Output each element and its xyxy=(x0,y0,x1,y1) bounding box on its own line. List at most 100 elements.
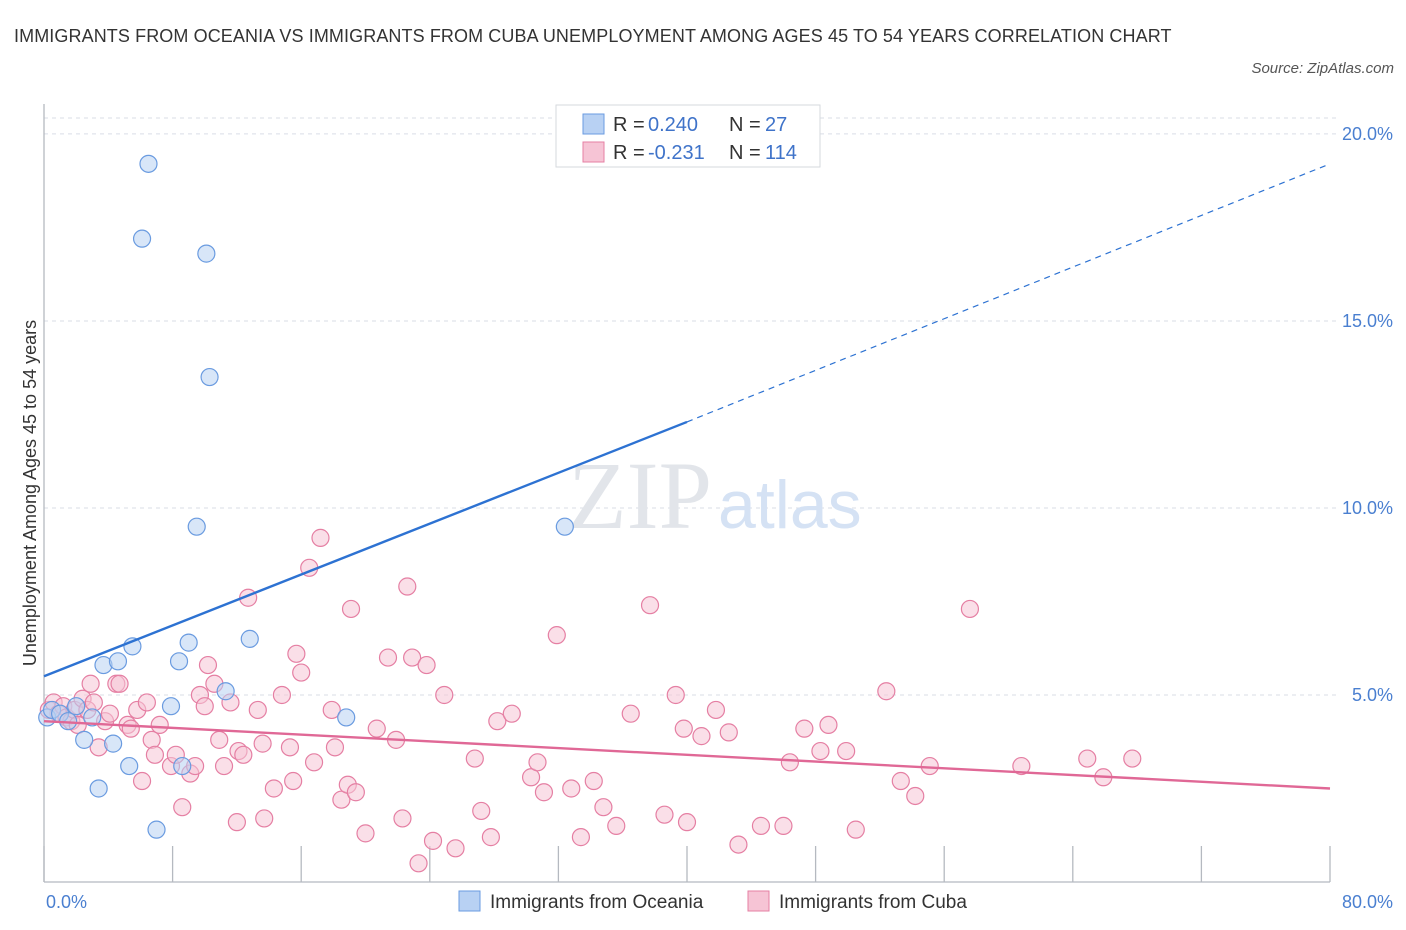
cuba-point xyxy=(1123,749,1142,768)
cuba-point xyxy=(110,674,129,693)
oceania-legend-swatch xyxy=(582,113,605,135)
cuba-point xyxy=(210,730,229,749)
cuba-point xyxy=(502,704,521,723)
oceania-point xyxy=(132,229,152,248)
cuba-point xyxy=(751,816,771,835)
cuba-trend-line xyxy=(43,719,1331,790)
cuba-point xyxy=(465,749,484,768)
cuba-point xyxy=(214,756,234,776)
cuba-point xyxy=(521,768,541,787)
cuba-point xyxy=(481,828,500,847)
oceania-point xyxy=(173,756,192,776)
legend-r-value: 0.240 xyxy=(648,114,698,136)
cuba-point xyxy=(311,528,330,547)
trend-lines xyxy=(43,163,1331,790)
oceania-point xyxy=(200,367,219,387)
cuba-point xyxy=(264,779,283,798)
legend-r-label: R = xyxy=(613,142,645,164)
cuba-point xyxy=(198,655,218,675)
cuba-point xyxy=(132,771,152,791)
watermark: ZIP atlas xyxy=(568,442,862,549)
watermark-atlas: atlas xyxy=(718,467,862,543)
y-tick-label: 20.0% xyxy=(1342,124,1393,144)
cuba-point xyxy=(906,786,925,806)
oceania-point xyxy=(83,708,102,727)
cuba-point xyxy=(398,577,417,596)
cuba-bottom-legend-swatch xyxy=(747,890,770,912)
oceania-point xyxy=(555,517,574,536)
cuba-point xyxy=(253,734,272,753)
legend-r-value: -0.231 xyxy=(648,142,705,164)
cuba-point xyxy=(472,801,491,821)
cuba-point xyxy=(332,790,351,809)
cuba-point xyxy=(837,741,856,761)
legend-n-value: 114 xyxy=(765,142,797,164)
cuba-point xyxy=(137,693,156,712)
cuba-point xyxy=(706,700,726,720)
cuba-point xyxy=(584,771,603,791)
cuba-point xyxy=(607,816,626,835)
source-label: Source: ZipAtlas.com xyxy=(1251,60,1394,77)
y-tick-label: 10.0% xyxy=(1342,498,1393,518)
oceania-point xyxy=(108,652,128,671)
cuba-bottom-legend-label: Immigrants from Cuba xyxy=(779,892,967,913)
cuba-point xyxy=(248,700,267,720)
oceania-point xyxy=(161,697,181,716)
cuba-point xyxy=(142,730,161,749)
cuba-point xyxy=(84,693,103,712)
cuba-point xyxy=(666,685,685,705)
cuba-point xyxy=(795,719,814,738)
oceania-trend-extension xyxy=(686,163,1331,423)
legend-n-label: N = xyxy=(729,142,761,164)
cuba-point xyxy=(594,798,613,817)
cuba-point xyxy=(621,704,640,723)
cuba-point xyxy=(409,854,428,873)
cuba-point xyxy=(292,663,311,682)
oceania-points xyxy=(38,154,574,839)
oceania-bottom-legend-label: Immigrants from Oceania xyxy=(490,892,704,913)
cuba-point xyxy=(325,738,345,757)
cuba-point xyxy=(435,685,454,705)
y-tick-label: 15.0% xyxy=(1342,311,1393,331)
y-axis-title: Unemployment Among Ages 45 to 54 years xyxy=(20,320,40,666)
x-tick-label: 80.0% xyxy=(1342,892,1393,912)
correlation-legend: R = 0.240 N = 27 R = -0.231 N = 114 xyxy=(555,104,821,168)
cuba-point xyxy=(729,835,748,854)
watermark-zip: ZIP xyxy=(568,442,712,549)
cuba-point xyxy=(341,599,361,619)
cuba-legend-swatch xyxy=(582,141,605,163)
tick-labels: 5.0% 10.0% 15.0% 20.0% 0.0% 80.0% xyxy=(46,124,1393,912)
cuba-point xyxy=(287,644,306,663)
cuba-points xyxy=(39,528,1142,873)
oceania-trend-line xyxy=(43,420,688,678)
cuba-point xyxy=(674,719,693,738)
x-tick-label: 0.0% xyxy=(46,892,87,912)
cuba-point xyxy=(255,809,274,828)
cuba-point xyxy=(891,771,910,791)
cuba-point xyxy=(877,682,896,701)
oceania-point xyxy=(179,633,198,652)
cuba-point xyxy=(1078,749,1097,768)
cuba-point xyxy=(571,828,591,847)
cuba-point xyxy=(819,715,838,735)
oceania-point xyxy=(89,779,108,798)
cuba-point xyxy=(417,655,436,675)
oceania-point xyxy=(337,708,356,727)
cuba-point xyxy=(145,745,165,764)
chart-title: IMMIGRANTS FROM OCEANIA VS IMMIGRANTS FR… xyxy=(14,26,1172,46)
cuba-point xyxy=(528,753,547,772)
cuba-point xyxy=(304,753,324,772)
cuba-point xyxy=(322,700,341,720)
cuba-point xyxy=(234,745,253,764)
cuba-point xyxy=(640,596,660,615)
axes xyxy=(43,104,1331,883)
cuba-point xyxy=(547,626,566,645)
legend-r-label: R = xyxy=(613,114,645,136)
cuba-point xyxy=(488,712,507,731)
cuba-point xyxy=(81,674,100,693)
cuba-point xyxy=(719,723,738,742)
cuba-point xyxy=(280,738,300,757)
cuba-point xyxy=(403,648,422,667)
legend-n-value: 27 xyxy=(765,114,787,136)
